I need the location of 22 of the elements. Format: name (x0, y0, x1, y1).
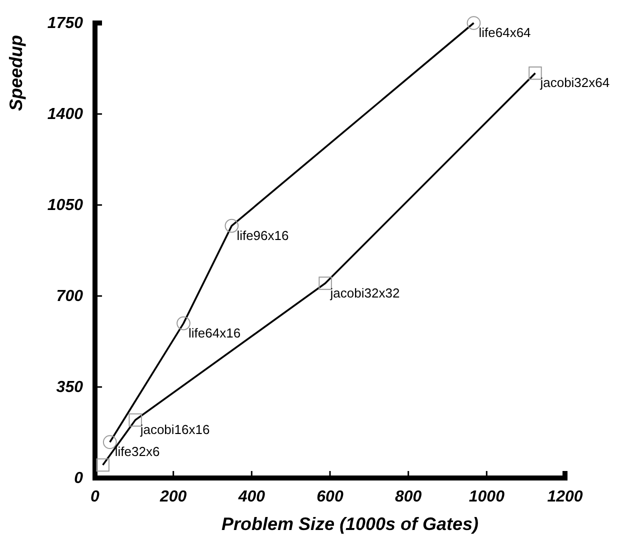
y-tick-label: 0 (74, 470, 84, 488)
annotation: life64x64 (478, 25, 531, 40)
x-tick-label: 600 (316, 488, 344, 506)
annotation: life96x16 (236, 228, 289, 243)
y-tick-label: 700 (56, 288, 84, 306)
x-tick-label: 200 (158, 488, 187, 506)
y-tick-label: 1400 (47, 106, 84, 124)
y-tick-label: 1750 (47, 15, 84, 32)
x-tick-label: 800 (394, 488, 422, 506)
x-axis-title: Problem Size (1000s of Gates) (221, 514, 479, 534)
y-axis-title: Speedup (6, 34, 26, 112)
annotation: jacobi32x32 (329, 285, 400, 300)
y-tick-label: 350 (56, 379, 84, 396)
x-tick-label: 1200 (547, 488, 583, 506)
annotation: jacobi32x64 (539, 75, 610, 90)
annotation: life64x16 (188, 325, 241, 340)
x-tick-label: 400 (237, 488, 266, 506)
y-tick-label: 1050 (47, 197, 84, 214)
x-tick-label: 1000 (468, 488, 505, 506)
x-tick-label: 0 (90, 488, 100, 506)
annotation: jacobi16x16 (139, 422, 210, 438)
annotation: life32x6 (114, 444, 160, 460)
